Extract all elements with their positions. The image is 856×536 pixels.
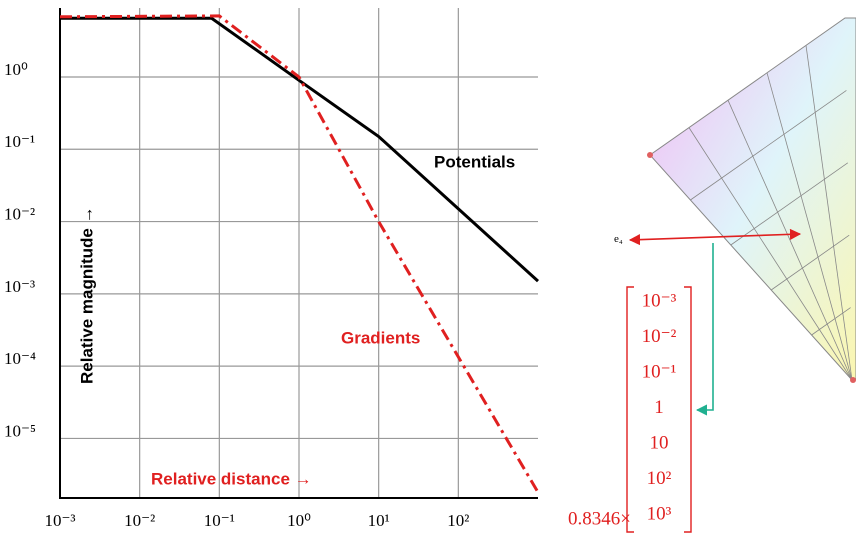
node — [647, 152, 653, 158]
y-tick-label: 10⁰ — [4, 60, 28, 79]
scale-label: 0.8346× — [568, 508, 631, 529]
y-tick-label: 10⁻⁵ — [4, 421, 36, 440]
y-axis-label: Relative magnitude → — [77, 206, 96, 384]
point-label: e₄ — [614, 233, 623, 245]
matrix-entry: 10 — [650, 432, 669, 453]
y-tick-label: 10⁻³ — [4, 277, 35, 296]
matrix-entry: 1 — [654, 397, 664, 418]
matrix-entry: 10⁻¹ — [642, 361, 677, 382]
x-axis-label: Relative distance → — [151, 469, 312, 488]
figure: e₄ 0.8346× 10⁻³ 10⁻² 10⁻¹ 1 10 10² 10³ 10⁻³ 10⁻²… — [0, 0, 856, 536]
x-tick-label: 10² — [447, 511, 469, 530]
x-tick-label: 10⁻³ — [44, 511, 75, 530]
y-tick-label: 10⁻¹ — [4, 132, 35, 151]
y-tick-label: 10⁻² — [4, 204, 35, 223]
arrow — [697, 243, 713, 410]
series-label: Potentials — [434, 152, 515, 171]
matrix-entry: 10² — [647, 468, 672, 489]
matrix-entry: 10⁻² — [642, 326, 677, 347]
x-tick-label: 10⁻² — [124, 511, 155, 530]
x-tick-label: 10¹ — [368, 511, 390, 530]
matrix-entry: 10⁻³ — [642, 290, 677, 311]
matrix-entry: 10³ — [647, 503, 672, 524]
fan-diagram — [650, 18, 856, 380]
x-tick-label: 10⁻¹ — [204, 511, 235, 530]
node — [850, 377, 856, 383]
y-tick-label: 10⁻⁴ — [4, 349, 36, 368]
x-tick-label: 10⁰ — [287, 511, 311, 530]
series-label: Gradients — [341, 328, 420, 347]
